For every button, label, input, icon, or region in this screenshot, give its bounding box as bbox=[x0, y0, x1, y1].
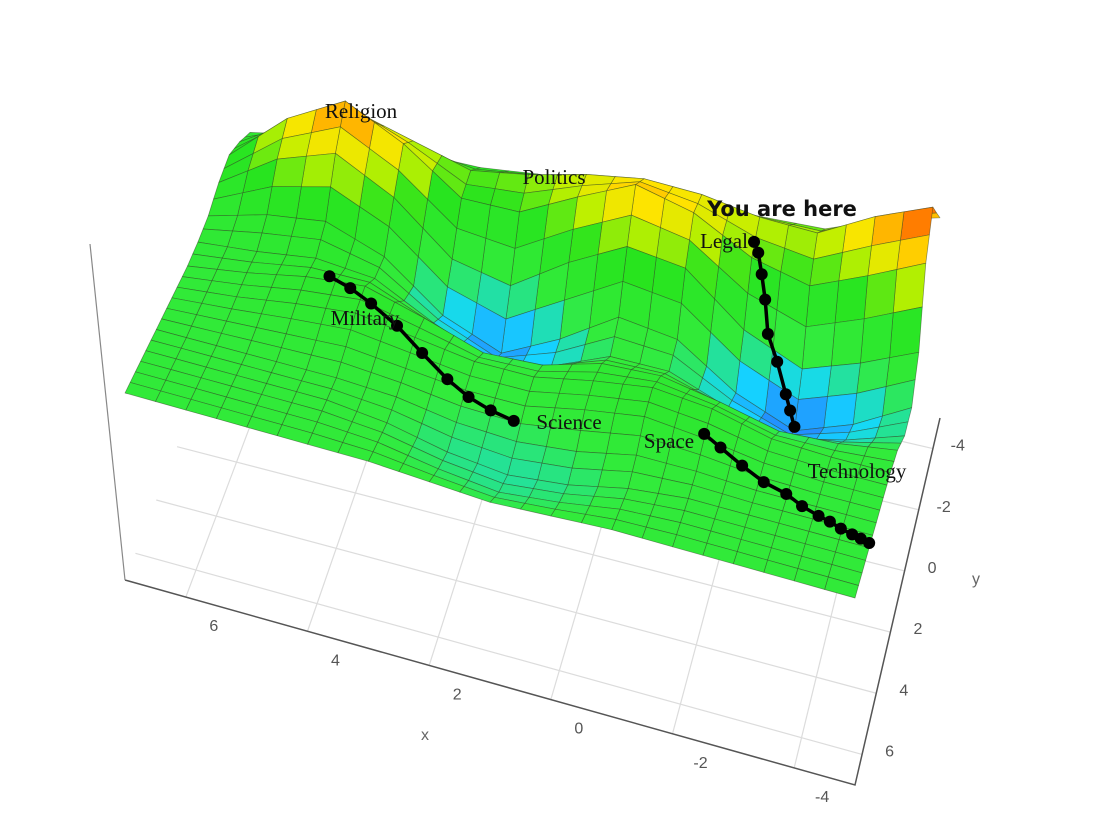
surface-patch bbox=[558, 378, 594, 396]
x-tick-label: -4 bbox=[815, 789, 829, 806]
trail-point bbox=[755, 268, 768, 281]
y-tick-label: -2 bbox=[937, 499, 951, 516]
surface-patch bbox=[232, 214, 268, 234]
annotation: Politics bbox=[522, 165, 585, 189]
trail-point bbox=[812, 509, 825, 522]
annotation: Military bbox=[331, 306, 400, 330]
trail-point bbox=[784, 404, 797, 417]
surface-patch bbox=[124, 382, 161, 402]
trail-point bbox=[759, 293, 772, 306]
surface-patch bbox=[202, 214, 238, 232]
trail-point bbox=[391, 319, 404, 332]
surface-patch bbox=[290, 217, 326, 241]
annotation: Technology bbox=[808, 459, 907, 483]
trail-point bbox=[752, 246, 765, 259]
trail-point bbox=[507, 414, 520, 427]
surface-patch bbox=[801, 322, 836, 370]
y-axis-title: y bbox=[972, 571, 980, 588]
trail-point bbox=[834, 522, 847, 535]
y-tick-label: 6 bbox=[885, 743, 894, 760]
surface-patch bbox=[266, 186, 302, 219]
surface-patch bbox=[815, 431, 850, 441]
trail-point bbox=[761, 327, 774, 340]
trail-point bbox=[714, 441, 727, 454]
surface-patch bbox=[537, 363, 573, 373]
trail-point bbox=[462, 390, 475, 403]
surface-patch bbox=[823, 393, 858, 428]
trail-point bbox=[788, 420, 801, 433]
y-tick-label: 2 bbox=[914, 621, 923, 638]
surface-patch bbox=[601, 453, 637, 473]
headline: You are here bbox=[706, 197, 857, 221]
trail-point bbox=[823, 515, 836, 528]
annotation: Religion bbox=[325, 99, 398, 123]
surface-patch bbox=[834, 275, 869, 324]
surface-patch bbox=[567, 467, 603, 488]
trail-point bbox=[779, 388, 792, 401]
surface-patch bbox=[605, 432, 641, 456]
x-axis-title: x bbox=[421, 727, 429, 744]
grid-line bbox=[176, 446, 891, 633]
trail-point bbox=[365, 297, 378, 310]
surface-patch bbox=[295, 186, 331, 222]
trail-point bbox=[863, 537, 876, 550]
trail-point bbox=[344, 282, 357, 295]
z-axis-line bbox=[89, 243, 126, 581]
y-tick-label: 0 bbox=[928, 560, 937, 577]
x-tick-label: 2 bbox=[453, 686, 462, 703]
surface-patch bbox=[554, 392, 590, 411]
annotation: Space bbox=[644, 429, 694, 453]
trail-point bbox=[441, 373, 454, 386]
trail-point bbox=[780, 487, 793, 500]
surface-patch bbox=[610, 412, 645, 437]
y-tick-label: -4 bbox=[951, 438, 965, 455]
axis-edge bbox=[124, 417, 941, 786]
trail-point bbox=[748, 235, 761, 248]
x-tick-label: 6 bbox=[209, 618, 218, 635]
annotation: Legal bbox=[700, 229, 748, 253]
trails bbox=[323, 235, 876, 550]
surface-patch bbox=[892, 262, 927, 314]
trail-point bbox=[796, 500, 809, 513]
surface-patch bbox=[256, 232, 292, 256]
surface-patch bbox=[285, 235, 321, 259]
surface-patch bbox=[261, 214, 297, 237]
grid-line bbox=[135, 552, 863, 755]
surface bbox=[124, 100, 941, 599]
surface-patch bbox=[830, 318, 865, 367]
x-tick-label: 0 bbox=[574, 721, 583, 738]
surface-patch bbox=[860, 312, 894, 364]
trail-point bbox=[484, 404, 497, 417]
surface-patch bbox=[889, 306, 923, 359]
trail-point bbox=[736, 459, 749, 472]
x-tick-label: 4 bbox=[331, 652, 340, 669]
grid-line bbox=[156, 499, 877, 694]
surface-patch bbox=[805, 280, 840, 328]
trail-point bbox=[698, 427, 711, 440]
surface-patch bbox=[797, 365, 832, 400]
trail-point bbox=[416, 347, 429, 360]
x-tick-label: -2 bbox=[693, 755, 707, 772]
annotation: Science bbox=[536, 410, 601, 434]
surface-patch bbox=[300, 152, 336, 188]
surface-patch bbox=[863, 269, 898, 320]
labels: You are here Religion Politics Legal Milita… bbox=[325, 99, 907, 483]
surface-patch bbox=[597, 469, 633, 489]
y-tick-label: 4 bbox=[899, 682, 908, 699]
trail-point bbox=[323, 270, 336, 283]
trail-point bbox=[771, 355, 784, 368]
surface-patch bbox=[571, 451, 607, 471]
surface-patch bbox=[567, 363, 603, 373]
trail-point bbox=[757, 476, 770, 489]
surface-patch bbox=[529, 376, 564, 394]
surface-patch bbox=[524, 391, 560, 409]
surface-patch bbox=[827, 362, 861, 397]
